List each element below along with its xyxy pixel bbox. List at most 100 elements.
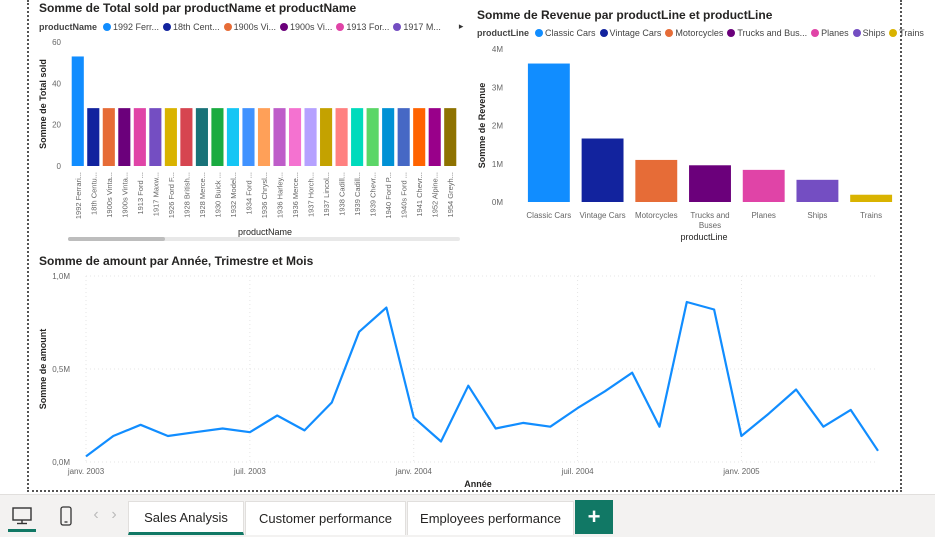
x-tick-label: juil. 2003: [233, 467, 267, 476]
line-chart-svg: 0,0M 0,5M 1,0M Somme de amount janv. 2003 jui…: [38, 272, 879, 489]
bar: [581, 138, 624, 202]
bar: [335, 108, 348, 166]
legend-marker: [279, 22, 288, 31]
bar-chart-svg: 0M 1M 2M 3M 4M Somme de Revenue Classic Cars Vi…: [477, 45, 893, 242]
x-tick-label: janv. 2004: [395, 467, 433, 476]
y-tick-label: 60: [52, 38, 61, 47]
tab-sales-analysis[interactable]: Sales Analysis: [128, 501, 244, 535]
previous-page-icon[interactable]: ‹: [93, 506, 99, 523]
y-tick-label: 1M: [492, 160, 503, 169]
x-tick-label: 1932 Model...: [229, 172, 238, 217]
y-axis-title: Somme de Total sold: [38, 59, 48, 149]
y-tick-label: 20: [52, 121, 61, 130]
bar: [180, 108, 193, 166]
x-tick-label: 1940 Ford P...: [384, 172, 393, 219]
bar: [397, 108, 410, 166]
y-tick-label: 4M: [492, 45, 503, 54]
bar: [796, 179, 839, 202]
legend-item[interactable]: Planes: [811, 28, 849, 38]
y-tick-label: 1,0M: [52, 272, 70, 281]
x-tick-label: 1930 Buick ...: [213, 172, 222, 217]
x-tick-label: 1928 Merce...: [198, 172, 207, 218]
x-tick-label: 1936 Merce...: [291, 172, 300, 218]
x-tick-label: 1936 Harley...: [276, 172, 285, 218]
legend-label: 1900s Vi...: [233, 21, 276, 32]
mobile-icon[interactable]: [56, 503, 76, 529]
next-page-icon[interactable]: ›: [111, 506, 117, 523]
x-tick-label: 1926 Ford F...: [167, 172, 176, 218]
legend-label: 1900s Vi...: [289, 21, 333, 32]
x-tick-label: 1936 Chrysl...: [260, 172, 269, 218]
x-tick-label: Buses: [699, 221, 721, 230]
x-tick-label: juil. 2004: [561, 467, 595, 476]
bar: [428, 108, 441, 166]
x-tick-label: 1939 Cadill...: [353, 172, 362, 216]
legend-marker: [336, 22, 345, 31]
bar: [742, 169, 785, 202]
chart-legend[interactable]: productLine Classic Cars Vintage Cars Motor…: [477, 28, 924, 38]
legend-item[interactable]: Motorcycles: [665, 28, 723, 38]
bar: [382, 108, 395, 166]
x-tick-label: 1937 Horch...: [307, 172, 316, 217]
legend-item[interactable]: Trains: [889, 28, 924, 38]
legend-marker: [889, 29, 898, 37]
legend-item[interactable]: 1992 Ferr...: [103, 22, 159, 32]
x-tick-label: 1941 Chevr...: [415, 172, 424, 217]
bar: [444, 108, 457, 166]
x-tick-label: Vintage Cars: [580, 211, 626, 220]
legend-item[interactable]: Trucks and Bus...: [727, 28, 807, 38]
legend-more-arrow-icon[interactable]: ▸: [458, 21, 464, 31]
bar: [226, 108, 240, 166]
y-tick-label: 0,0M: [52, 458, 70, 467]
y-tick-label: 40: [52, 79, 61, 88]
x-tick-label: 1954 Greyh...: [446, 172, 455, 217]
legend-title: productLine: [477, 28, 529, 38]
bar: [102, 108, 115, 166]
x-tick-label: 18th Centu...: [89, 172, 98, 215]
bar: [195, 108, 208, 166]
legend-item[interactable]: 18th Cent...: [163, 22, 220, 32]
x-tick-label: Motorcycles: [635, 211, 678, 220]
legend-marker: [852, 29, 861, 37]
x-axis-title: productName: [238, 227, 292, 237]
legend-label: Trucks and Bus...: [737, 28, 808, 38]
legend-item[interactable]: Vintage Cars: [599, 28, 661, 38]
x-tick-label: 1913 Ford ...: [136, 172, 145, 215]
chart-title: Somme de amount par Année, Trimestre et …: [39, 254, 314, 268]
legend-item[interactable]: Ships: [852, 28, 886, 38]
legend-item[interactable]: 1900s Vi...: [223, 21, 276, 32]
report-canvas: Somme de Total sold par productName et p…: [27, 0, 924, 494]
page-tab-bar: ‹ › Sales Analysis Customer performance …: [0, 494, 935, 537]
legend-marker: [535, 29, 543, 37]
legend-label: 18th Cent...: [173, 21, 220, 32]
bar-chart-svg: 0 20 40 60 Somme de Total sold 1992 Ferrari..…: [38, 38, 460, 241]
x-tick-label: Trains: [860, 211, 882, 220]
chart-title: Somme de Total sold par productName et p…: [39, 1, 357, 15]
bar: [689, 165, 731, 202]
chart-amount-by-date[interactable]: Somme de amount par Année, Trimestre et …: [30, 250, 900, 494]
chart-revenue-by-productline[interactable]: Somme de Revenue par productLine et prod…: [470, 0, 924, 245]
x-tick-label: 1937 Lincol...: [322, 172, 331, 217]
bar: [242, 108, 255, 166]
legend-item[interactable]: 1913 For...: [336, 22, 389, 32]
legend-marker: [665, 29, 674, 37]
add-page-button[interactable]: +: [575, 500, 613, 534]
legend-label: Trains: [899, 28, 924, 38]
legend-marker: [103, 22, 112, 31]
legend-item[interactable]: 1900s Vi...: [279, 21, 333, 32]
legend-label: Ships: [862, 28, 886, 38]
chart-total-sold-by-product[interactable]: Somme de Total sold par productName et p…: [30, 0, 470, 245]
tab-employees-performance[interactable]: Employees performance: [407, 501, 574, 535]
x-tick-label: 1952 Alpine...: [431, 172, 440, 217]
legend-label: Motorcycles: [675, 28, 724, 38]
desktop-icon[interactable]: [8, 503, 36, 532]
bar: [133, 108, 146, 166]
y-tick-label: 0M: [492, 198, 503, 207]
tab-customer-performance[interactable]: Customer performance: [245, 501, 406, 535]
bar: [149, 108, 162, 166]
bar: [211, 108, 224, 166]
chart-legend[interactable]: productName 1992 Ferr... 18th Cent... 1900s…: [39, 21, 463, 32]
legend-item[interactable]: Classic Cars: [535, 28, 596, 38]
legend-item[interactable]: 1917 M...: [393, 22, 441, 32]
x-tick-label: 1928 British...: [182, 172, 191, 218]
